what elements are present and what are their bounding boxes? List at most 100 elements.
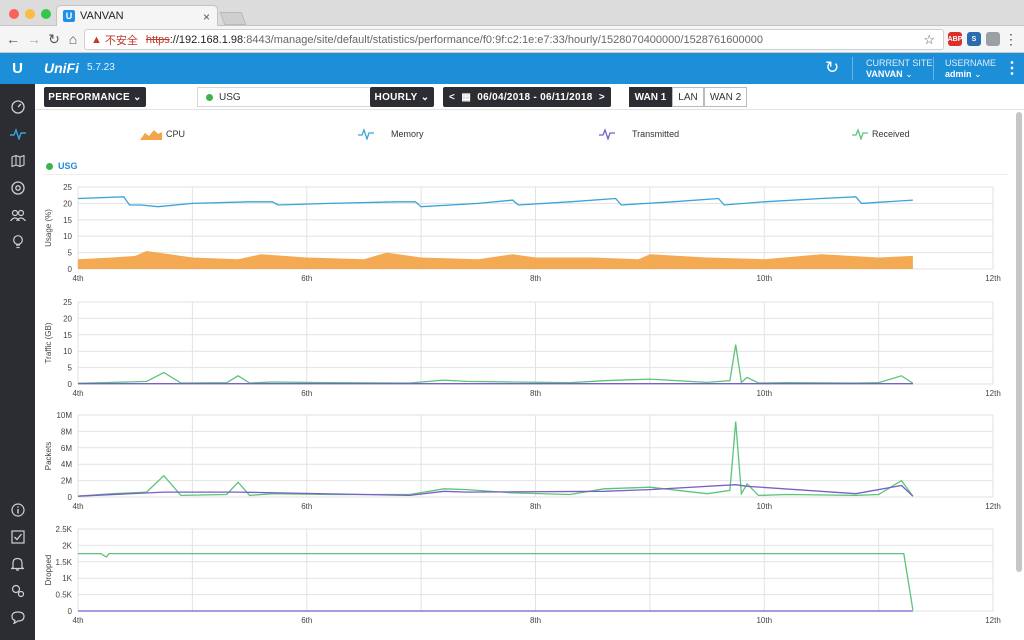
x-tick-label: 8th: [530, 502, 541, 511]
legend-label: Memory: [391, 129, 424, 139]
insights-icon[interactable]: [7, 231, 28, 252]
minimize-window-button[interactable]: [25, 9, 35, 19]
page-scrollbar[interactable]: [1016, 112, 1022, 572]
received-line-icon: [852, 128, 868, 140]
interval-dropdown[interactable]: HOURLY ⌄: [370, 87, 434, 107]
adblock-icon[interactable]: ABP: [948, 32, 962, 46]
received-series-line: [77, 344, 914, 384]
map-icon[interactable]: [7, 150, 28, 171]
y-tick-label: 0.5K: [56, 591, 73, 600]
x-tick-label: 4th: [72, 274, 83, 283]
legend-memory[interactable]: Memory: [358, 128, 424, 140]
header-divider: [852, 57, 853, 80]
tab-lan[interactable]: LAN: [672, 87, 704, 107]
more-menu-icon[interactable]: ⋮: [1004, 60, 1020, 77]
header-divider: [933, 57, 934, 80]
y-tick-label: 4M: [61, 460, 72, 469]
y-axis-label: Traffic (GB): [44, 322, 53, 363]
username-value: admin: [945, 69, 972, 79]
chevron-down-icon: ⌄: [420, 91, 430, 103]
new-tab-button[interactable]: [219, 12, 247, 25]
y-tick-label: 5: [68, 364, 73, 373]
prev-range-icon[interactable]: <: [449, 91, 456, 103]
online-status-icon: [206, 93, 213, 101]
url-scheme: https: [145, 33, 170, 46]
tab-wan2[interactable]: WAN 2: [704, 87, 747, 107]
y-tick-label: 5: [68, 249, 73, 258]
divider: [44, 174, 1008, 175]
unifi-logo-icon[interactable]: U: [12, 60, 23, 77]
devices-icon[interactable]: [7, 177, 28, 198]
settings-icon[interactable]: [7, 580, 28, 601]
reload-icon[interactable]: ↻: [48, 31, 60, 47]
y-tick-label: 1.5K: [56, 558, 73, 567]
view-dropdown-label: PERFORMANCE: [48, 91, 130, 103]
statistics-icon[interactable]: [7, 123, 28, 144]
site-label: CURRENT SITE: [866, 58, 933, 68]
legend-cpu[interactable]: CPU: [140, 128, 185, 140]
x-tick-label: 6th: [301, 616, 312, 625]
x-tick-label: 12th: [985, 502, 1001, 511]
y-tick-label: 10: [63, 232, 72, 241]
chat-icon[interactable]: [7, 607, 28, 628]
legend-label: Transmitted: [632, 129, 680, 139]
next-range-icon[interactable]: >: [598, 91, 605, 103]
version-label: 5.7.23: [87, 62, 115, 73]
y-axis-label: Dropped: [44, 555, 53, 586]
cpu-series-area: [78, 251, 913, 269]
y-tick-label: 15: [63, 331, 72, 340]
cast-icon[interactable]: S: [967, 32, 981, 46]
address-bar[interactable]: ▲ 不安全 https://192.168.1.98:8443/manage/s…: [84, 29, 944, 50]
y-axis-label: Usage (%): [44, 209, 53, 247]
browser-tab-bar: U VANVAN ×: [0, 0, 1024, 26]
tasks-icon[interactable]: [7, 526, 28, 547]
bookmark-star-icon[interactable]: ☆: [923, 32, 935, 47]
device-select[interactable]: USG ⌄: [197, 87, 389, 107]
refresh-icon[interactable]: ↻: [825, 58, 840, 77]
dashboard-icon[interactable]: [7, 96, 28, 117]
legend-transmitted[interactable]: Transmitted: [599, 128, 679, 140]
pointer-extension-icon[interactable]: [986, 32, 1000, 46]
view-dropdown[interactable]: PERFORMANCE ⌄: [44, 87, 146, 107]
device-name: USG: [58, 161, 78, 171]
clients-icon[interactable]: [7, 204, 28, 225]
date-range-label: 06/04/2018 - 06/11/2018: [477, 91, 593, 103]
device-section-label: USG: [46, 161, 78, 171]
memory-line-icon: [358, 128, 374, 140]
y-tick-label: 0: [68, 607, 73, 616]
site-selector[interactable]: CURRENT SITE VANVAN ⌄: [866, 58, 932, 80]
y-tick-label: 10M: [56, 411, 72, 420]
x-tick-label: 8th: [530, 389, 541, 398]
y-tick-label: 25: [63, 183, 72, 192]
info-icon[interactable]: [7, 499, 28, 520]
y-tick-label: 0: [68, 493, 73, 502]
y-tick-label: 1K: [62, 574, 72, 583]
chevron-down-icon: ⌄: [133, 91, 142, 103]
received-series-line: [78, 552, 914, 611]
user-menu[interactable]: USERNAME admin ⌄: [945, 58, 996, 80]
x-tick-label: 12th: [985, 389, 1001, 398]
stats-toolbar: PERFORMANCE ⌄ USG ⌄ HOURLY ⌄ < ▦ 06/04/2…: [35, 84, 1024, 110]
legend-received[interactable]: Received: [852, 128, 910, 140]
y-tick-label: 20: [63, 314, 72, 323]
tab-close-icon[interactable]: ×: [202, 10, 210, 24]
y-tick-label: 2K: [62, 541, 72, 550]
app-header: U UniFi 5.7.23 ↻ CURRENT SITE VANVAN ⌄ U…: [0, 53, 1024, 84]
back-arrow-icon[interactable]: ←: [6, 31, 20, 47]
y-tick-label: 0: [68, 380, 73, 389]
x-tick-label: 6th: [301, 502, 312, 511]
forward-arrow-icon[interactable]: →: [27, 31, 41, 47]
home-icon[interactable]: ⌂: [68, 31, 78, 47]
browser-toolbar: ← → ↻ ⌂ ▲ 不安全 https://192.168.1.98:8443/…: [0, 26, 1024, 53]
insecure-label: 不安全: [104, 34, 138, 47]
close-window-button[interactable]: [9, 9, 19, 19]
y-tick-label: 8M: [61, 427, 72, 436]
tab-wan1[interactable]: WAN 1: [629, 87, 672, 107]
maximize-window-button[interactable]: [41, 9, 51, 19]
browser-tab[interactable]: U VANVAN ×: [56, 5, 218, 26]
date-range-picker[interactable]: < ▦ 06/04/2018 - 06/11/2018 >: [443, 87, 611, 107]
browser-menu-icon[interactable]: ⋮: [1004, 31, 1018, 47]
alerts-icon[interactable]: [7, 553, 28, 574]
x-tick-label: 8th: [530, 274, 541, 283]
legend-label: Received: [872, 129, 910, 139]
